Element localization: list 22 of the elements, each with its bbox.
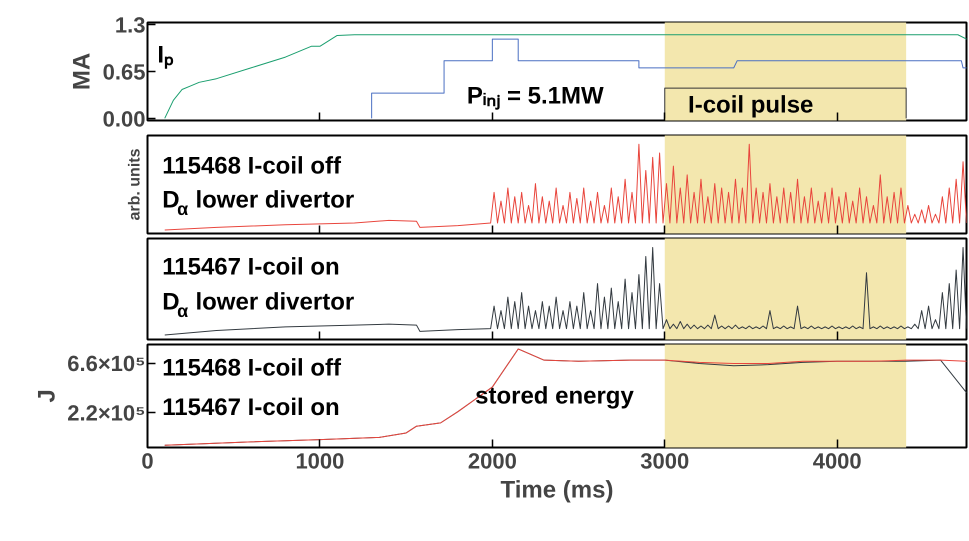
x-tick-label: 4000 <box>812 448 862 474</box>
y-tick-label: 0.00 <box>102 106 146 132</box>
y-tick-label: 1.3 <box>114 12 146 38</box>
y-axis-title: J <box>33 389 60 403</box>
y-tick-label: 0.65 <box>102 60 146 84</box>
annotation: stored energy <box>475 382 634 410</box>
annotation: 115467 I-coil on <box>162 394 340 421</box>
annotation: 115468 I-coil off <box>162 152 342 180</box>
y-axis-title: arb. units <box>126 148 144 221</box>
x-tick-label: 0 <box>141 448 154 474</box>
series-label: Pᵢₙⱼ = 5.1MW <box>466 82 604 110</box>
y-tick-label: 2.2×10⁵ <box>67 400 146 426</box>
annotation: 115467 I-coil on <box>162 253 340 280</box>
x-tick-label: 3000 <box>640 448 690 474</box>
x-tick-label: 1000 <box>295 448 344 474</box>
series-label: I-coil pulse <box>688 91 814 118</box>
x-axis-title: Time (ms) <box>500 476 614 504</box>
x-tick-label: 2000 <box>468 448 517 474</box>
y-tick-label: 6.6×10⁵ <box>67 351 146 376</box>
series-label: Iₚ <box>157 41 174 70</box>
y-axis-title: MA <box>68 52 96 90</box>
annotation: 115468 I-coil off <box>162 354 342 382</box>
